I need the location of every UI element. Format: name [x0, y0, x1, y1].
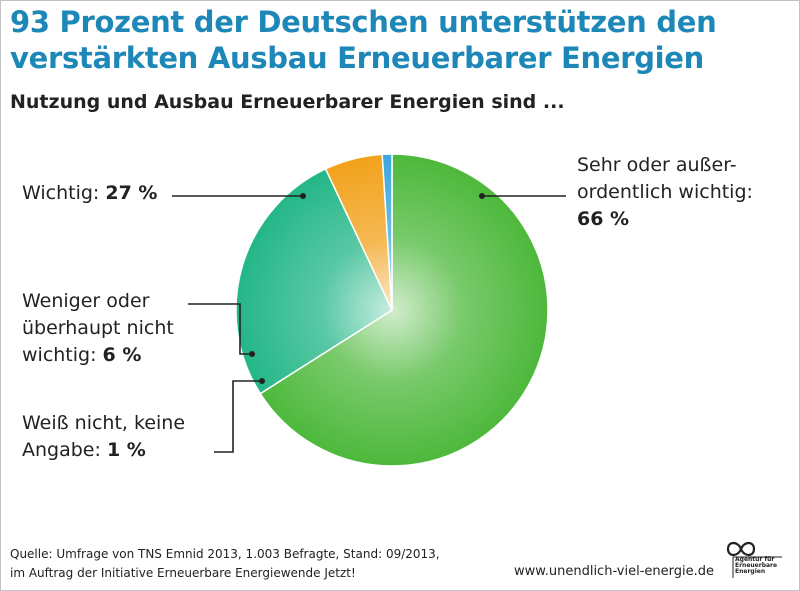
leader-dot-weniger — [249, 351, 255, 357]
leader-line-weniger — [188, 303, 252, 355]
slice-label-wichtig: Wichtig: 27 % — [22, 180, 157, 207]
chart-subtitle: Nutzung und Ausbau Erneuerbarer Energien… — [10, 91, 565, 113]
slice-value-wichtig: 27 % — [105, 182, 158, 204]
leader-dot-wichtig — [300, 193, 306, 199]
slice-value-weiss: 1 % — [106, 439, 146, 461]
slice-label-weniger-line1: Weniger oder — [22, 290, 150, 312]
slice-label-weiss-nicht: Weiß nicht, keine Angabe: 1 % — [22, 410, 185, 464]
chart-title: 93 Prozent der Deutschen unterstützen de… — [10, 5, 717, 75]
source-line-1: Quelle: Umfrage von TNS Emnid 2013, 1.00… — [10, 547, 440, 561]
slice-label-weniger-wichtig: Weniger oder überhaupt nicht wichtig: 6 … — [22, 288, 174, 369]
leader-dot-weiss — [259, 378, 265, 384]
source-note: Quelle: Umfrage von TNS Emnid 2013, 1.00… — [10, 545, 440, 583]
slice-label-weiss-line2: Angabe: — [22, 439, 107, 461]
slice-value-weniger: 6 % — [102, 344, 142, 366]
slice-label-weniger-line2: überhaupt nicht — [22, 317, 174, 339]
source-line-2: im Auftrag der Initiative Erneuerbare En… — [10, 566, 356, 580]
slice-label-sehr-line1: Sehr oder außer- — [577, 154, 737, 176]
slice-value-sehr: 66 % — [577, 208, 630, 230]
leader-line-weiss — [214, 380, 262, 453]
slice-label-wichtig-text: Wichtig: — [22, 182, 106, 204]
slice-label-weiss-line1: Weiß nicht, keine — [22, 412, 186, 434]
infinity-logo-icon — [726, 541, 782, 578]
website-link[interactable]: www.unendlich-viel-energie.de — [514, 564, 714, 579]
slice-label-sehr-wichtig: Sehr oder außer- ordentlich wichtig: 66 … — [577, 152, 753, 233]
slice-label-weniger-line3: wichtig: — [22, 344, 103, 366]
slice-label-sehr-line2: ordentlich wichtig: — [577, 181, 753, 203]
logo-text: Agentur für Erneuerbare Energien — [735, 556, 778, 575]
leader-dot-sehr — [479, 193, 485, 199]
